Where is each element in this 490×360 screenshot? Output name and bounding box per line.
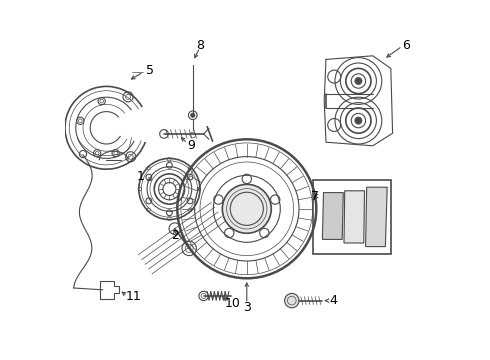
Bar	[314, 180, 391, 254]
Circle shape	[191, 113, 195, 117]
Text: 10: 10	[224, 297, 240, 310]
Polygon shape	[366, 187, 387, 247]
Text: 2: 2	[171, 229, 179, 242]
Text: 4: 4	[329, 294, 337, 307]
Text: 5: 5	[146, 64, 153, 77]
Circle shape	[222, 184, 271, 233]
Polygon shape	[322, 193, 343, 239]
Circle shape	[355, 117, 362, 124]
Text: 7: 7	[311, 190, 319, 203]
Text: 3: 3	[243, 301, 251, 314]
Text: 9: 9	[187, 139, 195, 152]
Polygon shape	[344, 191, 365, 243]
Text: 8: 8	[196, 39, 204, 51]
Text: 6: 6	[402, 39, 410, 51]
Circle shape	[285, 293, 299, 308]
Text: 1: 1	[137, 170, 145, 183]
Text: 11: 11	[125, 291, 141, 303]
Circle shape	[355, 77, 362, 85]
